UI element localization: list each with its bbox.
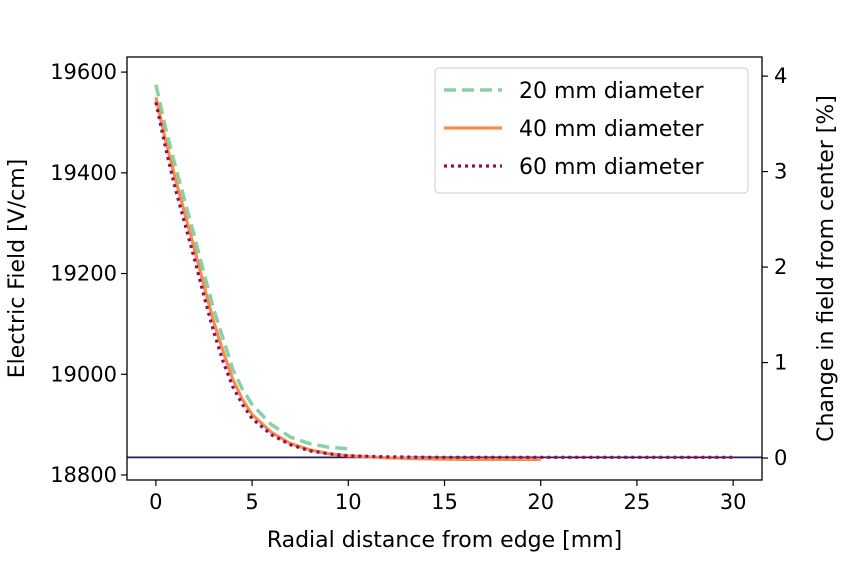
y2-tick-label: 0: [774, 446, 787, 470]
legend: 20 mm diameter 40 mm diameter 60 mm diamet…: [434, 67, 749, 194]
legend-label-3: 60 mm diameter: [519, 155, 705, 180]
x-tick-label: 0: [149, 490, 162, 514]
x-tick-label: 30: [720, 490, 747, 514]
y-tick-label: 19400: [50, 161, 117, 185]
legend-box: [434, 67, 749, 194]
y-axis-label: Electric Field [V/cm]: [5, 159, 30, 378]
y2-tick-label: 1: [774, 351, 787, 375]
series-line-2: [154, 96, 541, 461]
legend-label-2: 40 mm diameter: [519, 117, 705, 142]
x-tick-label: 15: [431, 490, 458, 514]
x-axis-label: Radial distance from edge [mm]: [267, 528, 622, 553]
y-tick-label: 19200: [50, 262, 117, 286]
y-tick-label: 18800: [50, 463, 117, 487]
y2-tick-label: 4: [774, 64, 787, 88]
x-tick-label: 5: [245, 490, 258, 514]
x-tick-label: 10: [335, 490, 362, 514]
y2-axis-label: Change in field from center [%]: [814, 95, 839, 442]
y-tick-label: 19600: [50, 60, 117, 84]
series-line-1: [154, 84, 349, 451]
y-tick-label: 19000: [50, 362, 117, 386]
y2-tick-label: 3: [774, 160, 787, 184]
x-tick-label: 25: [624, 490, 651, 514]
legend-label-1: 20 mm diameter: [519, 79, 705, 104]
y2-tick-label: 2: [774, 255, 787, 279]
x-tick-label: 20: [527, 490, 554, 514]
